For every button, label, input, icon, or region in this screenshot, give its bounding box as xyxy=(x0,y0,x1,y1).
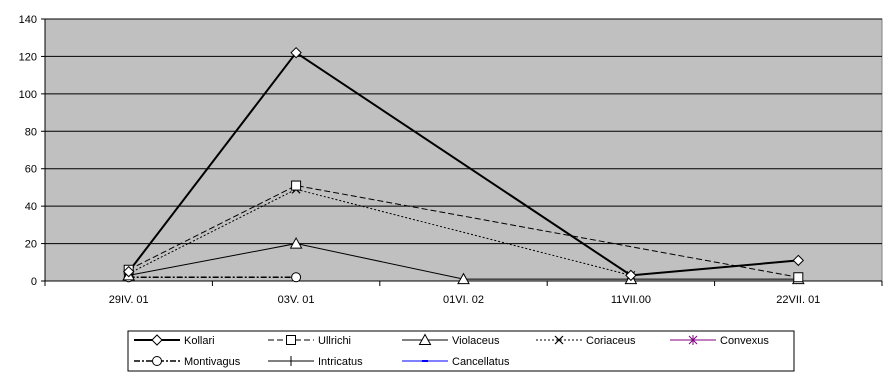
y-tick-label-2: 40 xyxy=(25,201,37,213)
point-ullrichi-4 xyxy=(793,272,804,283)
y-tick-label-5: 100 xyxy=(19,89,37,101)
point-kollari-0 xyxy=(122,265,135,278)
legend-item-cancellatus: Cancellatus xyxy=(402,356,510,368)
legend-marker-coriaceus xyxy=(554,335,564,345)
point-kollari-4 xyxy=(792,254,805,267)
series-group xyxy=(122,46,805,285)
x-tick-label-3: 11VII.00 xyxy=(611,294,651,306)
legend-marker-violaceus xyxy=(418,333,432,345)
legend-item-violaceus: Violaceus xyxy=(402,333,500,347)
legend-item-montivagus: Montivagus xyxy=(134,356,241,368)
y-tick-label-6: 120 xyxy=(19,51,37,63)
legend-label-intricatus: Intricatus xyxy=(318,356,363,368)
legend-item-ullrichi: Ullrichi xyxy=(268,335,351,347)
x-tick-label-0: 29IV. 01 xyxy=(109,294,149,306)
y-tick-label-4: 80 xyxy=(25,126,37,138)
y-tick-label-7: 140 xyxy=(19,14,37,26)
legend-marker-montivagus xyxy=(152,356,162,366)
y-tick-label-1: 20 xyxy=(25,239,37,251)
legend: Kollari Ullrichi Violaceus Coriaceus Convexu… xyxy=(134,333,769,368)
legend-label-violaceus: Violaceus xyxy=(452,335,500,347)
series-line-ullrichi xyxy=(128,185,799,278)
legend-label-coriaceus: Coriaceus xyxy=(586,335,636,347)
point-montivagus-1 xyxy=(291,272,302,283)
legend-item-intricatus: Intricatus xyxy=(268,356,363,368)
series-line-coriaceus xyxy=(128,188,632,276)
legend-label-ullrichi: Ullrichi xyxy=(318,335,351,347)
point-kollari-3 xyxy=(625,269,637,282)
point-kollari-1 xyxy=(290,46,302,59)
legend-item-kollari: Kollari xyxy=(134,334,215,347)
legend-label-convexus: Convexus xyxy=(720,335,769,347)
legend-marker-ullrichi xyxy=(286,335,296,345)
gridlines xyxy=(45,18,882,245)
point-violaceus-2 xyxy=(457,272,470,285)
legend-marker-intricatus xyxy=(286,356,296,366)
x-tick-label-2: 01VI. 02 xyxy=(443,294,484,306)
y-tick-label-3: 60 xyxy=(25,164,37,176)
x-tick-label-4: 22VII. 01 xyxy=(776,294,820,306)
x-tick-label-1: 03V. 01 xyxy=(278,294,315,306)
legend-item-convexus: Convexus xyxy=(670,335,769,347)
plot-area xyxy=(44,18,883,282)
legend-marker-kollari xyxy=(151,334,163,346)
legend-box xyxy=(127,330,795,372)
point-violaceus-1 xyxy=(289,237,303,249)
legend-label-cancellatus: Cancellatus xyxy=(452,356,510,368)
y-tick-label-0: 0 xyxy=(31,276,37,288)
legend-label-kollari: Kollari xyxy=(184,335,215,347)
point-ullrichi-1 xyxy=(291,180,302,191)
y-axis: 0 20 40 60 80 100 120 140 xyxy=(19,14,46,288)
legend-label-montivagus: Montivagus xyxy=(184,356,241,368)
series-line-kollari xyxy=(127,51,799,277)
x-axis: 29IV. 01 03V. 01 01VI. 02 11VII.00 22VII. 01 xyxy=(44,280,883,306)
legend-item-coriaceus: Coriaceus xyxy=(536,335,636,347)
legend-marker-convexus xyxy=(688,335,698,345)
